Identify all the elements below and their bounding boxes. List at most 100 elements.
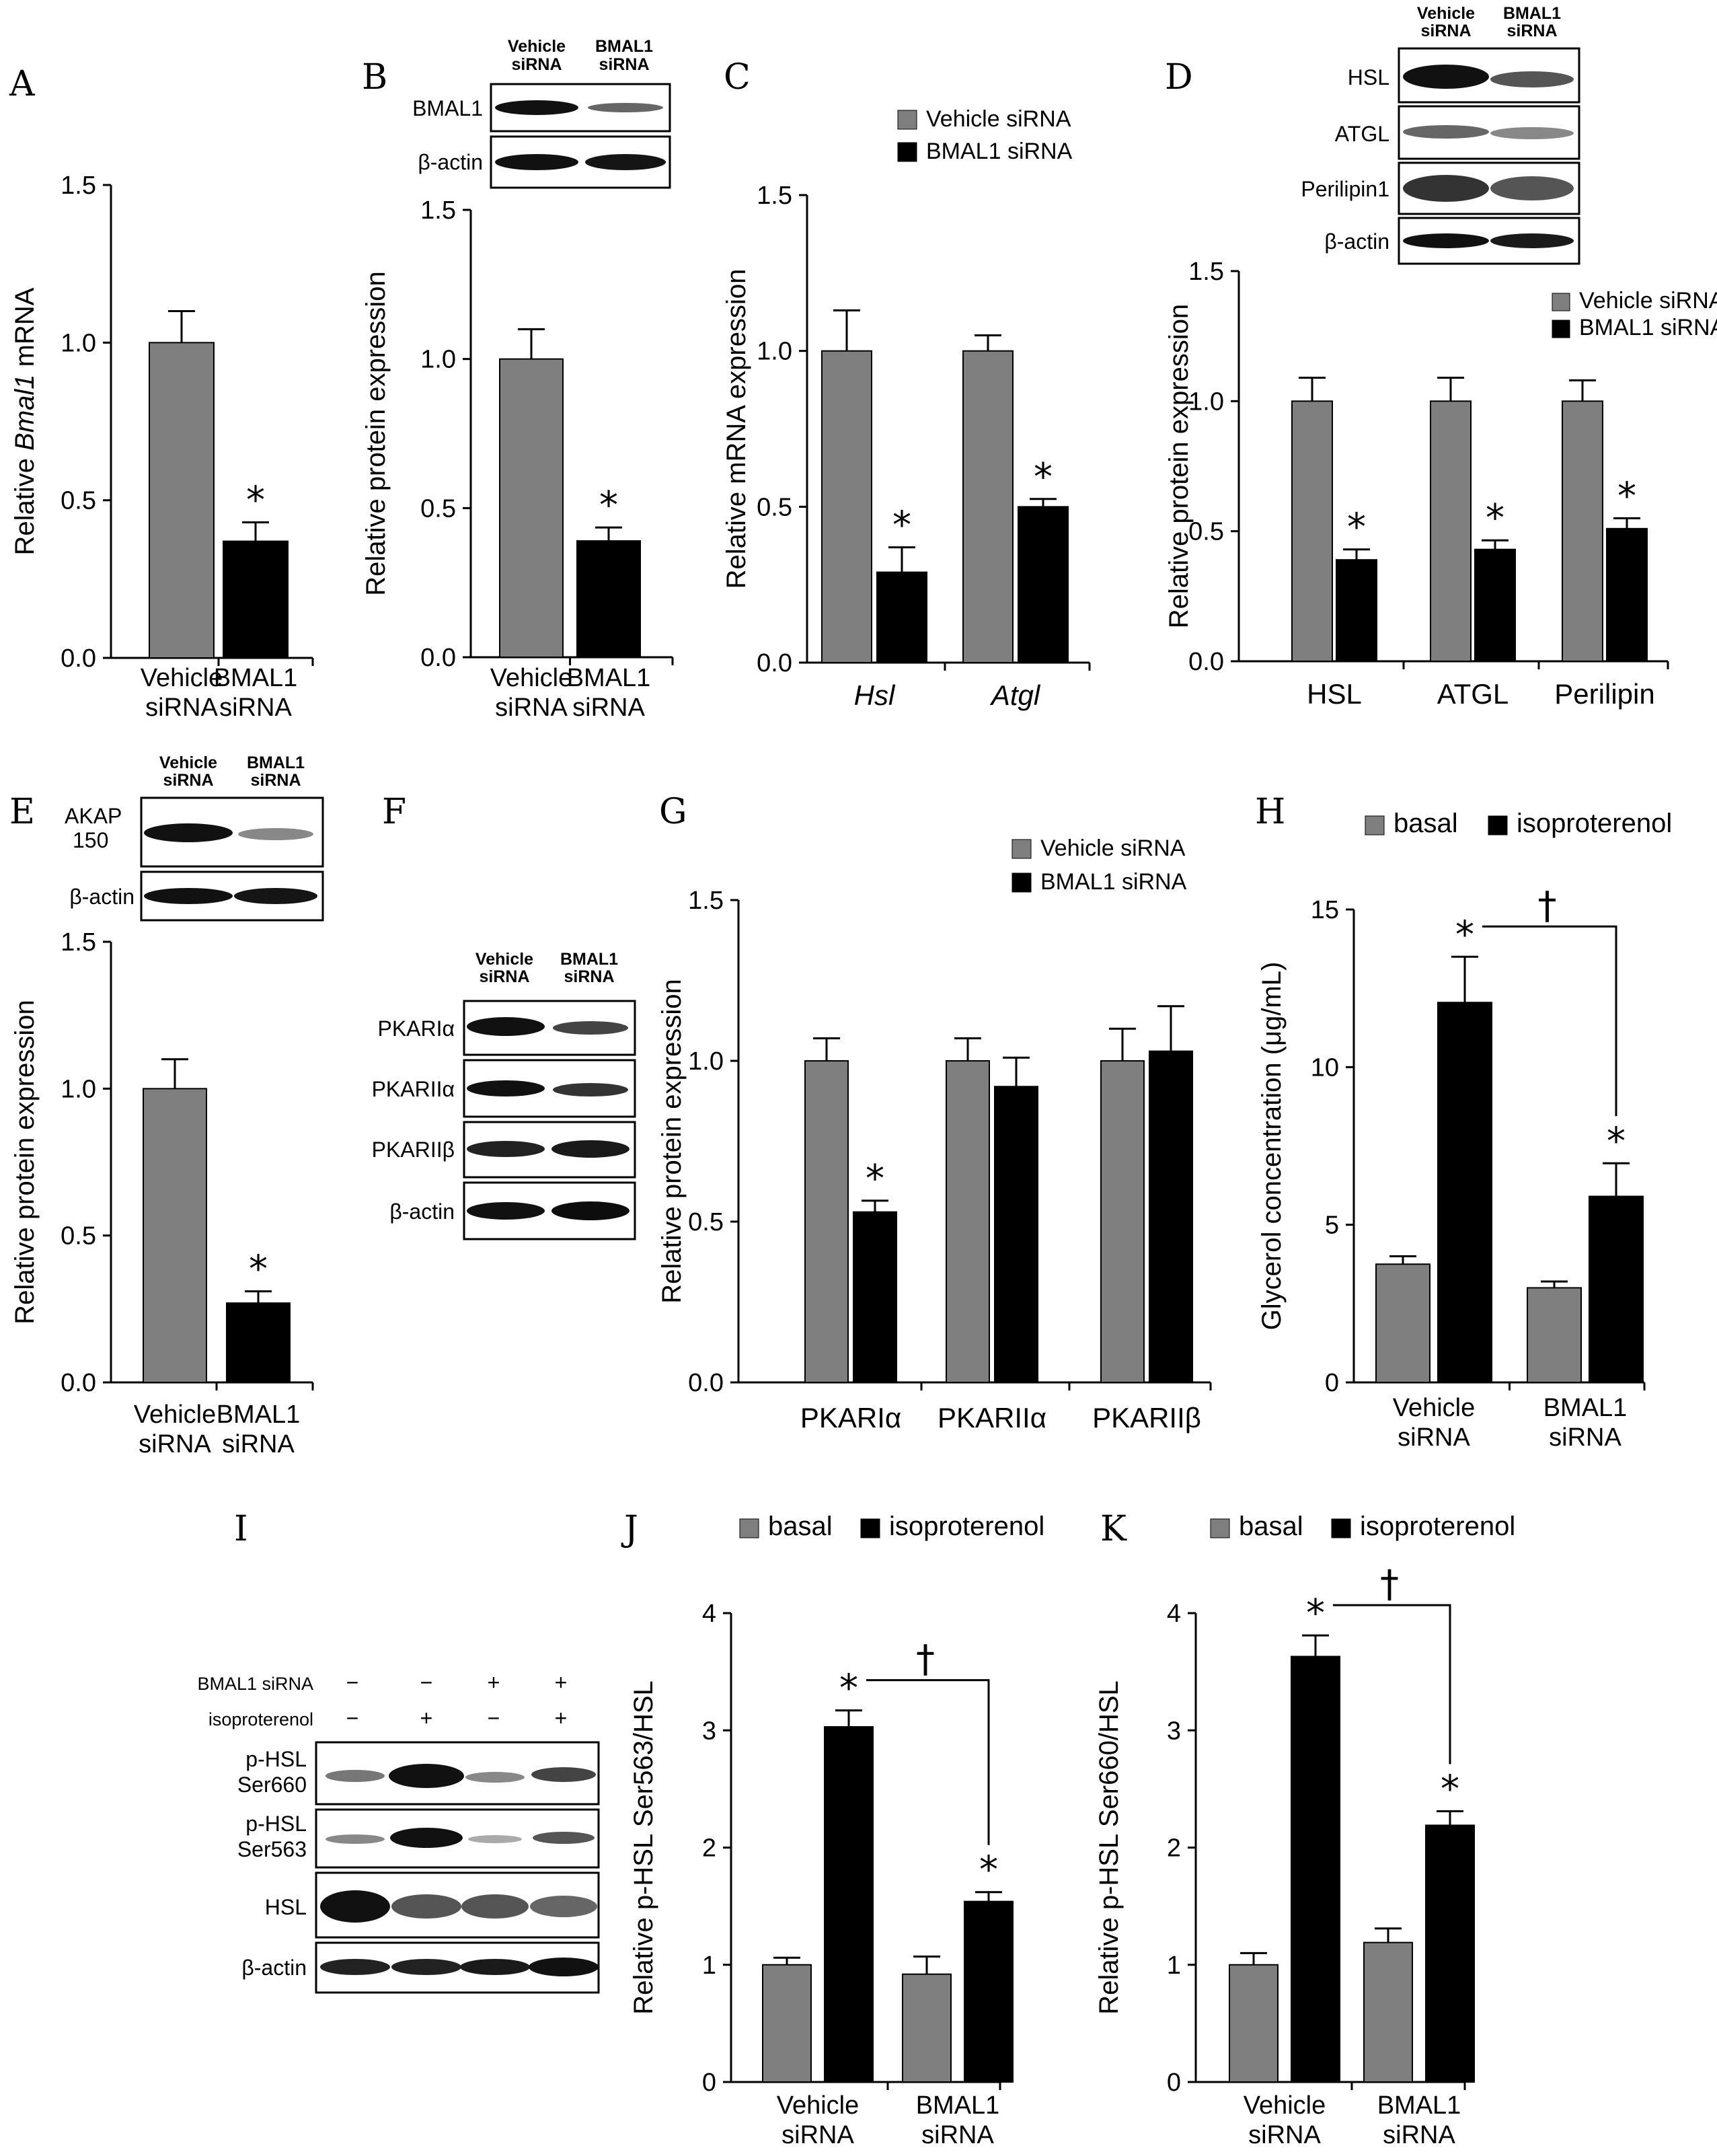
x-category-label: PKARIα <box>800 1402 901 1434</box>
panel-letter-g: G <box>659 792 687 832</box>
significance-star: * <box>246 478 265 522</box>
blot-f-header-vehicle-1: Vehicle <box>475 950 533 969</box>
blot-b: Vehicle siRNA BMAL1 siRNA BMAL1 β-actin <box>412 37 671 189</box>
significance-star: * <box>892 504 911 548</box>
blot-band <box>495 154 578 170</box>
legend-label: Vehicle siRNA <box>1040 835 1186 861</box>
blot-i-row-label-hsl: HSL <box>265 1895 307 1919</box>
blot-i-sign: + <box>420 1706 433 1730</box>
bar <box>1149 1050 1193 1384</box>
x-category-label: siRNA <box>1398 1423 1470 1452</box>
y-tick-label: 1.5 <box>1188 258 1224 286</box>
y-axis-label: Relative protein expression <box>361 271 391 595</box>
y-axis-label: Relative p-HSL Ser563/HSL <box>629 1680 658 2015</box>
x-category-label: Vehicle <box>1393 1394 1476 1422</box>
bar <box>143 1088 207 1384</box>
x-category-label: siRNA <box>1549 1423 1621 1452</box>
blot-i-condition-bmal1: BMAL1 siRNA <box>197 1674 313 1694</box>
blot-band <box>326 1770 385 1782</box>
y-tick-label: 0 <box>1167 2069 1181 2097</box>
blot-i-row-label-phsl563-2: Ser563 <box>237 1837 307 1861</box>
blot-b-row-label-actin: β-actin <box>418 150 483 174</box>
significance-star: * <box>1486 496 1504 540</box>
legend-swatch <box>897 110 917 130</box>
legend-label: basal <box>1239 1512 1303 1541</box>
blot-f-row-label-pkarii-beta: PKARIIβ <box>372 1138 455 1162</box>
blot-band <box>320 1890 390 1923</box>
blot-band <box>1490 176 1574 200</box>
legend-swatch <box>897 142 917 162</box>
dagger-mark: † <box>1380 1563 1399 1606</box>
legend-label: basal <box>768 1512 833 1541</box>
x-category-label: Vehicle <box>134 1401 217 1429</box>
blot-band <box>531 1767 596 1782</box>
legend-label: BMAL1 siRNA <box>926 139 1073 164</box>
legend-label: isoproterenol <box>1360 1512 1515 1541</box>
y-tick-label: 4 <box>702 1600 716 1628</box>
legend-swatch <box>1488 815 1508 835</box>
blot-band <box>551 1140 629 1158</box>
significance-star: * <box>1347 506 1366 550</box>
x-category-label: Vehicle <box>1244 2091 1326 2120</box>
blot-band <box>467 1141 545 1157</box>
blot-b-header-vehicle-1: Vehicle <box>508 37 566 56</box>
blot-b-header-bmal1-2: siRNA <box>599 55 649 74</box>
legend-swatch <box>1552 293 1570 311</box>
blot-b-header-bmal1-1: BMAL1 <box>595 37 653 56</box>
y-axis-label: Relative mRNA expression <box>722 269 751 589</box>
x-category-label: siRNA <box>1248 2121 1321 2149</box>
blot-f-row-label-actin: β-actin <box>389 1199 455 1224</box>
y-axis-label: Relative protein expression <box>1164 304 1194 628</box>
blot-band <box>1403 65 1489 89</box>
panel-letter-k: K <box>1100 1509 1127 1549</box>
blot-band <box>461 1894 529 1919</box>
blot-f: Vehicle siRNA BMAL1 siRNA PKARIα PKARIIα… <box>372 950 636 1240</box>
x-category-label: BMAL1 <box>916 2091 1000 2120</box>
x-category-label: BMAL1 <box>567 664 651 692</box>
legend-swatch <box>739 1518 759 1538</box>
blot-b-row-label-bmal1: BMAL1 <box>412 96 483 120</box>
y-tick-label: 0.0 <box>420 644 456 672</box>
blot-i-row-label-phsl563-1: p-HSL <box>245 1812 307 1836</box>
significance-star: * <box>839 1667 858 1711</box>
blot-e-header-vehicle-2: siRNA <box>163 771 213 790</box>
legend-label: Vehicle siRNA <box>926 106 1071 132</box>
significance-star: * <box>979 1849 998 1892</box>
blot-band <box>465 1772 525 1783</box>
significance-star: * <box>1441 1767 1459 1811</box>
y-axis-label: Relative p-HSL Ser660/HSL <box>1094 1680 1124 2015</box>
blot-e-header-bmal1-1: BMAL1 <box>247 753 305 772</box>
x-category-label: PKARIIβ <box>1092 1402 1201 1434</box>
significance-bracket <box>1482 925 1617 1117</box>
blot-f-header-bmal1-2: siRNA <box>564 967 614 986</box>
blot-band <box>467 1017 545 1036</box>
blot-band <box>1490 127 1574 139</box>
significance-star: * <box>599 484 618 527</box>
x-category-label: BMAL1 <box>1543 1394 1628 1422</box>
blot-f-header-vehicle-2: siRNA <box>479 967 529 986</box>
blot-e-header-vehicle-1: Vehicle <box>159 753 217 772</box>
legend-swatch <box>860 1518 880 1538</box>
y-tick-label: 0.5 <box>61 487 96 515</box>
bar <box>994 1086 1038 1383</box>
legend-label: Vehicle siRNA <box>1579 288 1717 313</box>
x-category-label: siRNA <box>572 694 645 722</box>
y-tick-label: 1.5 <box>61 172 96 200</box>
blot-d-row-label-atgl: ATGL <box>1335 122 1389 146</box>
blot-i-condition-iso: isoproterenol <box>208 1709 313 1730</box>
blot-band <box>391 1894 461 1919</box>
y-axis-label: Relative protein expression <box>10 1000 40 1324</box>
blot-f-row-label-pkari-alpha: PKARIα <box>377 1016 455 1041</box>
blot-i-sign: + <box>488 1670 500 1695</box>
y-tick-label: 0 <box>1325 1369 1339 1397</box>
y-tick-label: 1.0 <box>1188 387 1224 416</box>
bar <box>226 1302 291 1383</box>
blot-d-header-bmal1-2: siRNA <box>1506 22 1557 40</box>
chart-e: 0.0 0.5 1.0 1.5 Relative protein expression V… <box>10 928 314 1458</box>
y-tick-label: 1.0 <box>420 346 456 374</box>
blot-f-row-label-pkarii-alpha: PKARIIα <box>372 1077 455 1101</box>
bar <box>762 1964 812 2083</box>
y-tick-label: 0.0 <box>61 644 96 673</box>
blot-band <box>467 1080 545 1096</box>
bar <box>1474 548 1516 662</box>
